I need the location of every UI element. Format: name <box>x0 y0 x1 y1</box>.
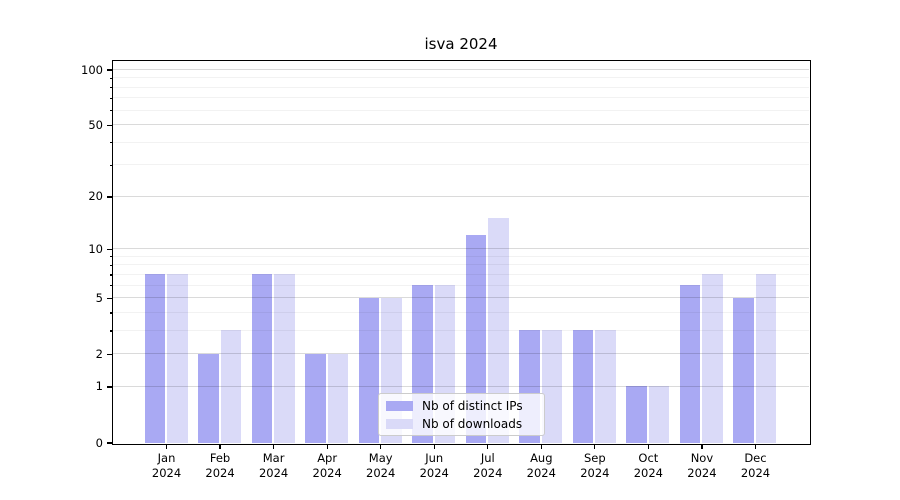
y-minor-tick-mark <box>109 87 113 89</box>
y-tick-mark <box>107 69 113 71</box>
x-tick-mark <box>165 444 168 449</box>
bar-distinct-ips-jan <box>144 274 166 443</box>
x-tick-mark <box>433 444 435 449</box>
legend-swatch-downloads <box>386 418 413 429</box>
x-tick-mark <box>701 444 703 449</box>
gridline-minor-80 <box>112 86 809 88</box>
bar-distinct-ips-may <box>358 297 380 443</box>
legend-item-distinct-ips: Nb of distinct IPs <box>386 399 537 413</box>
x-tick-label-aug: Aug 2024 <box>526 451 556 480</box>
bar-downloads-mar <box>274 274 295 443</box>
y-minor-tick-mark <box>109 77 113 79</box>
x-tick-label-may: May 2024 <box>366 451 396 480</box>
bar-distinct-ips-sep <box>572 330 594 443</box>
bar-downloads-nov <box>702 274 723 443</box>
x-tick-label-oct: Oct 2024 <box>633 451 664 480</box>
y-tick-mark <box>107 353 113 355</box>
gridline-minor-90 <box>112 77 809 79</box>
x-tick-label-dec: Dec 2024 <box>740 451 771 480</box>
y-minor-tick-mark <box>109 330 113 332</box>
y-minor-tick-mark <box>109 312 113 314</box>
bar-distinct-ips-dec <box>733 297 754 443</box>
x-tick-mark <box>273 444 275 449</box>
bar-downloads-aug <box>541 330 563 443</box>
y-minor-tick-mark <box>109 164 113 167</box>
bar-distinct-ips-nov <box>679 285 701 443</box>
legend-item-downloads: Nb of downloads <box>386 417 537 431</box>
gridline-minor-60 <box>112 109 809 111</box>
bar-downloads-feb <box>220 330 242 443</box>
x-tick-mark <box>754 444 757 449</box>
gridline-major-20 <box>112 195 809 197</box>
y-tick-label-0: 0 <box>95 435 103 450</box>
x-tick-label-apr: Apr 2024 <box>312 451 342 480</box>
bar-downloads-jan <box>167 274 188 443</box>
x-tick-label-sep: Sep 2024 <box>580 451 610 480</box>
plot-area <box>112 61 809 443</box>
bar-downloads-jul <box>488 218 509 443</box>
y-minor-tick-mark <box>109 274 113 276</box>
bar-downloads-oct <box>648 386 670 443</box>
x-tick-label-jun: Jun 2024 <box>419 451 449 480</box>
gridline-minor-30 <box>112 164 809 166</box>
x-tick-mark <box>647 444 649 449</box>
gridline-minor-70 <box>112 97 809 99</box>
x-tick-label-jan: Jan 2024 <box>151 451 182 480</box>
bar-distinct-ips-oct <box>626 386 647 443</box>
bar-distinct-ips-jul <box>465 235 487 443</box>
x-tick-label-mar: Mar 2024 <box>258 451 289 480</box>
legend-label-distinct-ips: Nb of distinct IPs <box>422 398 523 413</box>
bar-distinct-ips-mar <box>251 274 273 443</box>
bar-downloads-dec <box>755 274 777 443</box>
gridline-minor-9 <box>112 255 809 257</box>
y-minor-tick-mark <box>109 256 113 258</box>
x-tick-label-feb: Feb 2024 <box>205 451 235 480</box>
y-tick-mark <box>107 442 113 444</box>
y-tick-mark <box>107 386 113 388</box>
bar-distinct-ips-feb <box>198 353 219 443</box>
gridline-minor-8 <box>112 264 809 266</box>
y-tick-label-50: 50 <box>88 117 103 132</box>
gridline-major-100 <box>112 69 809 70</box>
y-minor-tick-mark <box>109 110 113 112</box>
chart-title: isva 2024 <box>424 35 498 53</box>
gridline-minor-40 <box>112 141 809 143</box>
y-tick-mark <box>107 248 113 250</box>
y-tick-label-2: 2 <box>95 346 103 361</box>
y-minor-tick-mark <box>109 97 113 100</box>
y-tick-label-100: 100 <box>81 62 103 77</box>
y-tick-label-20: 20 <box>88 189 103 204</box>
legend-swatch-distinct-ips <box>386 400 413 411</box>
y-tick-mark <box>107 196 113 198</box>
x-tick-label-jul: Jul 2024 <box>473 451 503 480</box>
x-tick-mark <box>380 444 382 449</box>
x-tick-mark <box>594 444 596 449</box>
gridline-major-10 <box>112 248 809 250</box>
gridline-major-50 <box>112 124 809 126</box>
y-minor-tick-mark <box>109 142 113 144</box>
y-tick-mark <box>107 297 113 299</box>
y-tick-label-1: 1 <box>95 379 103 394</box>
plot-frame <box>111 59 811 445</box>
bar-downloads-sep <box>595 330 616 443</box>
y-tick-mark <box>107 124 113 126</box>
x-tick-mark <box>540 444 542 449</box>
bar-downloads-apr <box>327 353 349 443</box>
x-tick-mark <box>487 444 489 449</box>
x-tick-mark <box>219 444 221 449</box>
legend-label-downloads: Nb of downloads <box>422 416 523 431</box>
x-tick-label-nov: Nov 2024 <box>687 451 717 480</box>
y-minor-tick-mark <box>109 285 113 287</box>
y-tick-label-10: 10 <box>88 241 103 256</box>
bar-distinct-ips-apr <box>305 353 326 443</box>
y-minor-tick-mark <box>109 264 113 266</box>
legend: Nb of distinct IPs Nb of downloads <box>378 393 545 436</box>
y-tick-label-5: 5 <box>95 290 103 305</box>
x-tick-mark <box>326 444 328 449</box>
